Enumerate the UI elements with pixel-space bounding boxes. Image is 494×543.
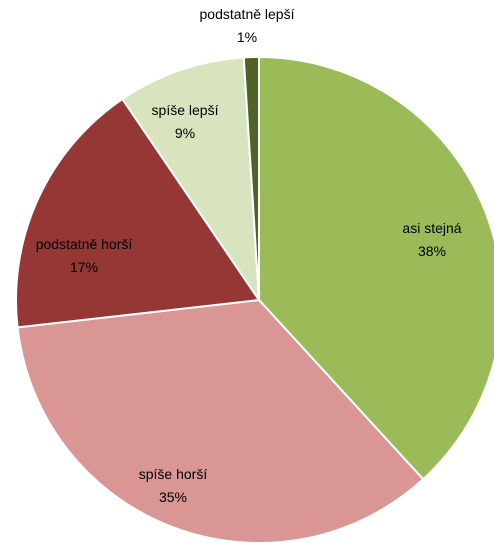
percent-podstatne-horsi: 17% (70, 259, 98, 275)
pie-labels: asi stejná 38% spíše horší 35% podstatně… (36, 6, 462, 505)
pie-slice-asi-stejna (258, 55, 494, 481)
percent-podstatne-lepsi: 1% (237, 29, 257, 45)
pie-slice-spise-horsi (16, 298, 425, 543)
label-podstatne-lepsi: podstatně lepší (200, 6, 295, 22)
label-spise-lepsi: spíše lepší (152, 102, 219, 118)
percent-spise-horsi: 35% (159, 489, 187, 505)
label-asi-stejna: asi stejná (402, 220, 461, 236)
pie-slice-spise-lepsi (121, 56, 261, 304)
percent-spise-lepsi: 9% (175, 125, 195, 141)
label-spise-horsi: spíše horší (139, 466, 208, 482)
pie-slices (15, 55, 494, 543)
pie-slice-podstatne-horsi (15, 97, 261, 329)
percent-asi-stejna: 38% (418, 243, 446, 259)
pie-slice-podstatne-lepsi (242, 55, 260, 301)
label-podstatne-horsi: podstatně horší (36, 236, 133, 252)
